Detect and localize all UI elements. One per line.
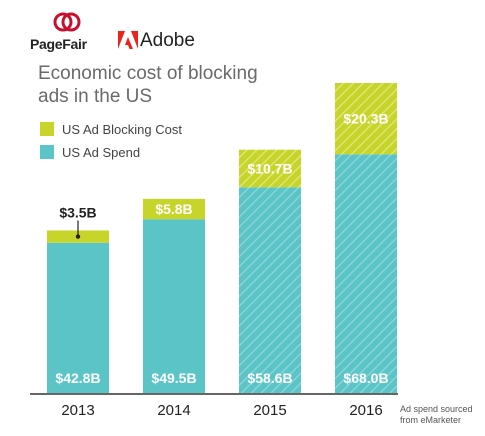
legend-swatch-blocking xyxy=(40,122,54,136)
legend-item-spend: US Ad Spend xyxy=(40,145,140,160)
legend-label-spend: US Ad Spend xyxy=(62,145,141,160)
adobe-logo-text: Adobe xyxy=(140,30,195,51)
bar-spend-2014 xyxy=(143,219,205,393)
data-label-blocking-2013: $3.5B xyxy=(59,204,96,220)
legend-swatch-spend xyxy=(40,145,54,159)
data-label-dot-2013 xyxy=(75,234,81,239)
data-label-spend-2014: $49.5B xyxy=(151,370,196,386)
data-label-blocking-2015: $10.7B xyxy=(247,160,292,176)
bar-blocking-2016 xyxy=(335,83,397,155)
bar-spend-2013 xyxy=(47,242,109,393)
legend-label-blocking: US Ad Blocking Cost xyxy=(62,122,182,137)
data-label-blocking-2014: $5.8B xyxy=(155,201,192,217)
bar-spend-2016 xyxy=(335,154,397,393)
logos: PageFair Adobe xyxy=(30,10,230,52)
chart-title: Economic cost of blocking ads in the US xyxy=(38,63,258,107)
x-tick-label-2014: 2014 xyxy=(157,402,190,419)
bar-blocking-2015 xyxy=(239,149,301,188)
legend-item-blocking: US Ad Blocking Cost xyxy=(40,122,182,137)
x-tick-label-2016: 2016 xyxy=(349,402,382,419)
pagefair-logo-icon xyxy=(53,12,81,32)
data-label-blocking-2016: $20.3B xyxy=(343,111,388,127)
data-label-spend-2015: $58.6B xyxy=(247,370,292,386)
bar-blocking-2014 xyxy=(143,198,205,220)
pagefair-logo-text: PageFair xyxy=(30,36,87,52)
adobe-logo-icon xyxy=(118,31,138,49)
data-label-spend-2016: $68.0B xyxy=(343,370,388,386)
source-note: Ad spend sourced from eMarketer xyxy=(400,404,473,425)
x-tick-label-2015: 2015 xyxy=(253,402,286,419)
x-tick-label-2013: 2013 xyxy=(61,402,94,419)
bar-spend-2015 xyxy=(239,187,301,393)
data-label-spend-2013: $42.8B xyxy=(55,370,100,386)
